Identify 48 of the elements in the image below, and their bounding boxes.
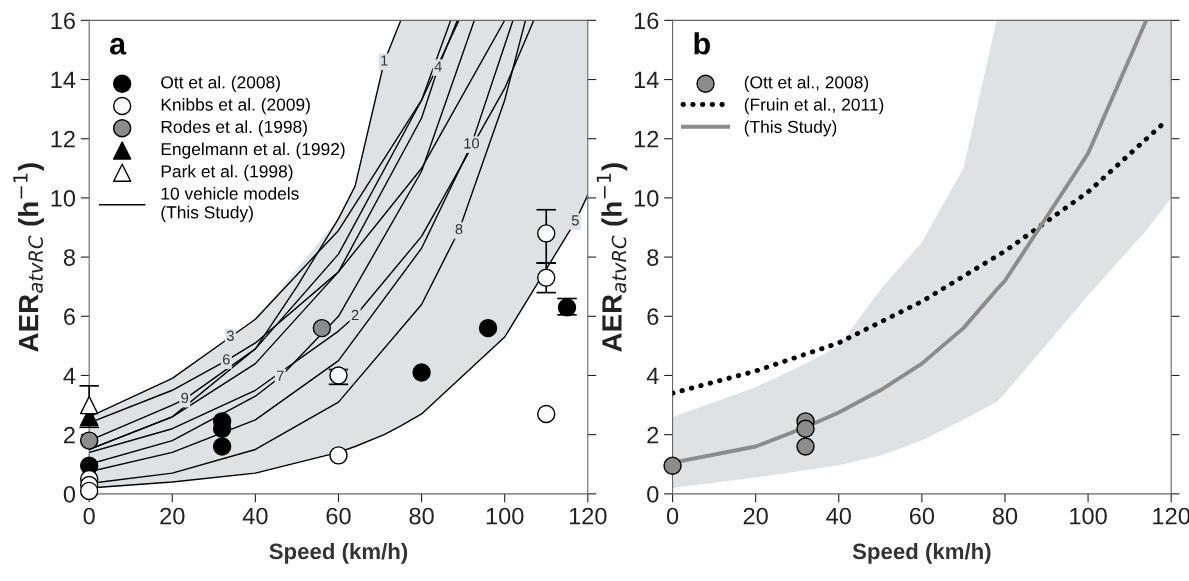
x-tick-label: 120 — [1153, 507, 1189, 525]
x-tick-label: 0 — [666, 507, 679, 525]
legend-label: Engelmann et al. (1992) — [161, 142, 345, 159]
chart-title: a — [110, 37, 127, 55]
legend-label: (This Study) — [744, 120, 837, 137]
y-tick-label: 0 — [647, 485, 659, 503]
y-tick-label: 4 — [63, 367, 76, 385]
y-tick-label: 14 — [634, 71, 659, 89]
chart-title: b — [694, 32, 710, 55]
x-tick-label: 100 — [1070, 507, 1107, 525]
y-tick-label: 4 — [646, 367, 659, 385]
y-tick-label: 0 — [63, 485, 76, 503]
y-tick-label: 12 — [634, 130, 659, 148]
y-tick-label: 2 — [647, 426, 659, 444]
y-tick-label: 2 — [64, 426, 75, 444]
y-axis-title: AER$_{atvRC}$ (h$^{−1}$) — [13, 163, 44, 352]
y-tick-label: 16 — [51, 12, 75, 30]
legend-label: (Fruin et al., 2011) — [744, 98, 884, 115]
x-tick-label: 80 — [992, 507, 1018, 525]
x-tick-label: 60 — [909, 507, 935, 525]
y-tick-label: 8 — [647, 249, 659, 266]
legend-label: Knibbs et al. (2009) — [161, 98, 310, 115]
x-tick-label: 100 — [486, 507, 524, 525]
y-tick-label: 12 — [51, 130, 75, 148]
x-tick-label: 40 — [826, 507, 851, 525]
x-tick-label: 40 — [242, 507, 268, 525]
y-tick-label: 6 — [647, 308, 659, 326]
x-axis-title: Speed (km/h) — [269, 542, 408, 564]
x-tick-label: 120 — [569, 507, 607, 525]
legend-label: Ott et al. (2008) — [161, 75, 280, 92]
legend-label: (Ott et al., 2008) — [744, 75, 869, 92]
x-tick-label: 0 — [83, 507, 95, 525]
y-tick-label: 10 — [634, 189, 659, 207]
x-axis-title: Speed (km/h) — [852, 542, 991, 564]
x-tick-label: 20 — [743, 507, 768, 525]
y-tick-label: 8 — [63, 249, 75, 266]
y-tick-label: 10 — [51, 189, 76, 207]
x-tick-label: 80 — [409, 507, 434, 525]
y-tick-label: 6 — [64, 308, 75, 326]
x-tick-label: 60 — [326, 507, 351, 525]
y-tick-label: 14 — [51, 71, 76, 89]
y-tick-label: 16 — [634, 12, 659, 30]
legend-label: Park et al. (1998) — [161, 164, 293, 181]
legend-label: 10 vehicle models (This Study) — [161, 187, 299, 222]
x-tick-label: 20 — [160, 507, 185, 525]
annotation: 10 — [464, 138, 479, 149]
y-axis-title: AER$_{atvRC}$ (h$^{−1}$) — [596, 163, 628, 352]
legend-label: Rodes et al. (1998) — [161, 120, 307, 137]
